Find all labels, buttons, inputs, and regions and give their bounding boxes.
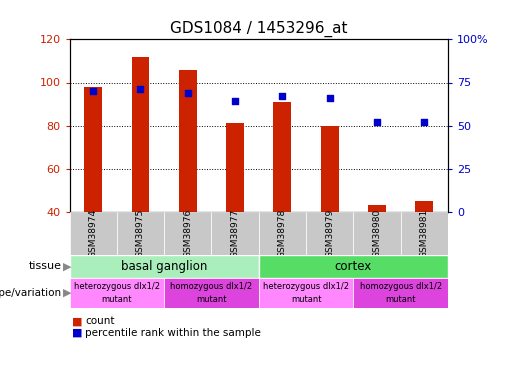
Text: basal ganglion: basal ganglion <box>121 260 208 273</box>
Text: homozygous dlx1/2
mutant: homozygous dlx1/2 mutant <box>359 282 442 304</box>
Bar <box>259 278 353 308</box>
Bar <box>70 278 164 308</box>
Text: cortex: cortex <box>335 260 372 273</box>
Point <box>184 90 192 96</box>
Bar <box>164 278 259 308</box>
Text: GSM38981: GSM38981 <box>420 209 429 258</box>
Title: GDS1084 / 1453296_at: GDS1084 / 1453296_at <box>170 20 348 37</box>
Text: percentile rank within the sample: percentile rank within the sample <box>85 328 261 338</box>
Bar <box>179 70 197 212</box>
Text: GSM38975: GSM38975 <box>136 209 145 258</box>
Text: tissue: tissue <box>29 261 62 271</box>
Point <box>325 95 334 101</box>
Text: GSM38979: GSM38979 <box>325 209 334 258</box>
Bar <box>70 255 259 278</box>
Bar <box>117 212 164 255</box>
Text: ■: ■ <box>72 316 82 326</box>
Bar <box>306 212 353 255</box>
Point <box>231 99 239 105</box>
Bar <box>273 102 291 212</box>
Text: GSM38980: GSM38980 <box>372 209 382 258</box>
Text: GSM38974: GSM38974 <box>89 209 98 258</box>
Text: ▶: ▶ <box>63 288 72 298</box>
Point <box>373 119 381 125</box>
Bar <box>70 212 117 255</box>
Text: GSM38976: GSM38976 <box>183 209 192 258</box>
Bar <box>164 212 212 255</box>
Text: count: count <box>85 316 114 326</box>
Text: genotype/variation: genotype/variation <box>0 288 62 298</box>
Bar <box>259 255 448 278</box>
Bar <box>131 57 149 212</box>
Bar <box>353 278 448 308</box>
Bar <box>212 212 259 255</box>
Bar <box>259 212 306 255</box>
Text: ■: ■ <box>72 328 82 338</box>
Text: homozygous dlx1/2
mutant: homozygous dlx1/2 mutant <box>170 282 252 304</box>
Point <box>136 86 145 92</box>
Text: ▶: ▶ <box>63 261 72 271</box>
Point <box>420 119 428 125</box>
Bar <box>368 206 386 212</box>
Text: GSM38978: GSM38978 <box>278 209 287 258</box>
Point <box>89 88 97 94</box>
Bar <box>401 212 448 255</box>
Text: heterozygous dlx1/2
mutant: heterozygous dlx1/2 mutant <box>74 282 160 304</box>
Text: heterozygous dlx1/2
mutant: heterozygous dlx1/2 mutant <box>263 282 349 304</box>
Bar <box>416 201 434 212</box>
Bar <box>321 126 339 212</box>
Bar <box>353 212 401 255</box>
Bar <box>84 87 102 212</box>
Bar <box>226 123 244 212</box>
Text: GSM38977: GSM38977 <box>231 209 239 258</box>
Point <box>278 93 286 99</box>
